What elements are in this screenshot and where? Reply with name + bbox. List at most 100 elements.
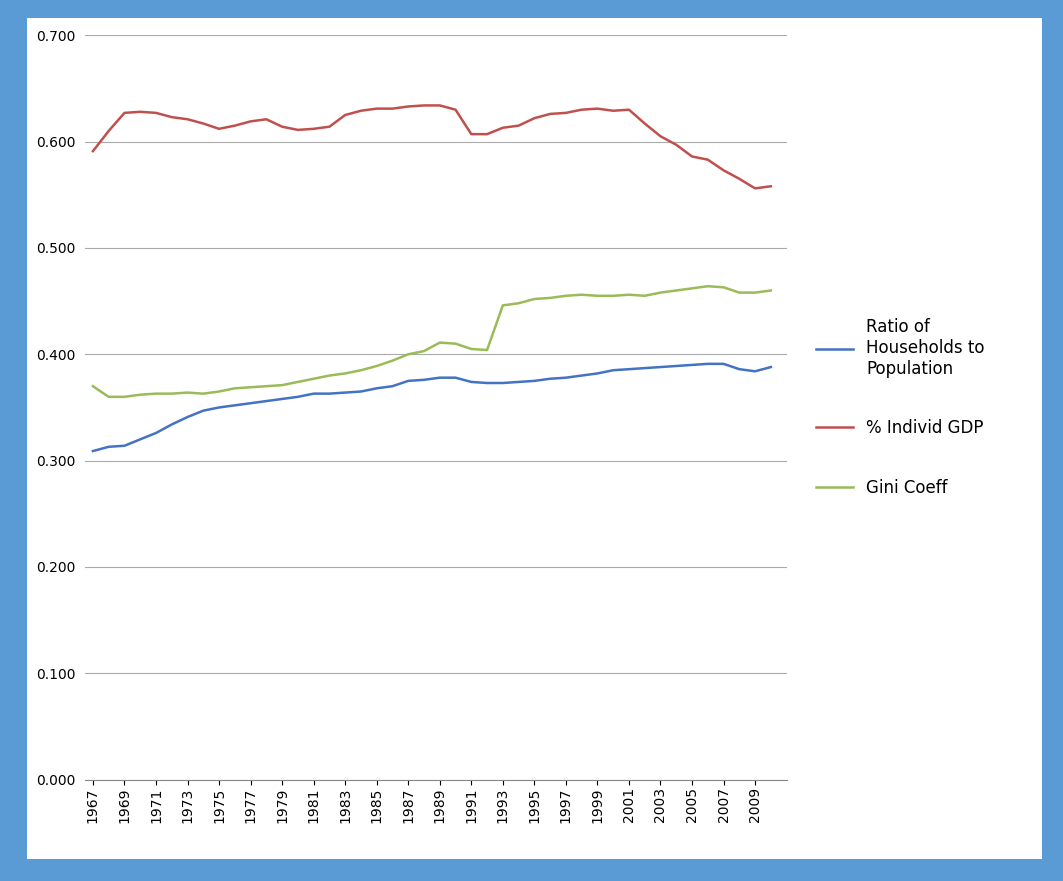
Gini Coeff (496, 300, 509, 311)
Gini Coeff (355, 365, 368, 375)
% Individ GDP (275, 122, 288, 132)
% Individ GDP (244, 116, 257, 127)
% Individ GDP (291, 124, 304, 135)
Gini Coeff (639, 291, 652, 301)
Gini Coeff (197, 389, 209, 399)
% Individ GDP (718, 165, 730, 175)
Gini Coeff (166, 389, 179, 399)
% Individ GDP (575, 105, 588, 115)
Gini Coeff (575, 290, 588, 300)
Gini Coeff (307, 374, 320, 384)
% Individ GDP (118, 107, 131, 118)
Gini Coeff (213, 386, 225, 396)
Gini Coeff (134, 389, 147, 400)
Ratio of
Households to
Population (496, 378, 509, 389)
Ratio of
Households to
Population (544, 374, 557, 384)
Ratio of
Households to
Population (748, 366, 761, 376)
Ratio of
Households to
Population (528, 375, 541, 386)
% Individ GDP (134, 107, 147, 117)
Gini Coeff (229, 383, 241, 394)
Ratio of
Households to
Population (339, 388, 352, 398)
Gini Coeff (654, 287, 667, 298)
Gini Coeff (418, 346, 431, 357)
Ratio of
Households to
Population (639, 363, 652, 374)
% Individ GDP (307, 123, 320, 134)
Ratio of
Households to
Population (386, 381, 399, 391)
Gini Coeff (686, 283, 698, 293)
% Individ GDP (764, 181, 777, 191)
% Individ GDP (733, 174, 746, 184)
% Individ GDP (702, 154, 714, 165)
Gini Coeff (181, 388, 193, 398)
% Individ GDP (748, 183, 761, 194)
Ratio of
Households to
Population (733, 364, 746, 374)
% Individ GDP (434, 100, 446, 111)
% Individ GDP (260, 114, 273, 124)
Line: % Individ GDP: % Individ GDP (92, 106, 771, 189)
Ratio of
Households to
Population (607, 365, 620, 375)
% Individ GDP (559, 107, 572, 118)
Gini Coeff (670, 285, 682, 296)
Gini Coeff (465, 344, 477, 354)
Ratio of
Households to
Population (291, 391, 304, 402)
Gini Coeff (86, 381, 99, 391)
Gini Coeff (512, 298, 525, 308)
Gini Coeff (702, 281, 714, 292)
Ratio of
Households to
Population (559, 373, 572, 383)
Gini Coeff (591, 291, 604, 301)
Ratio of
Households to
Population (134, 434, 147, 445)
Ratio of
Households to
Population (275, 394, 288, 404)
% Individ GDP (166, 112, 179, 122)
Gini Coeff (118, 391, 131, 402)
% Individ GDP (480, 129, 493, 139)
Gini Coeff (291, 377, 304, 388)
Ratio of
Households to
Population (702, 359, 714, 369)
% Individ GDP (607, 106, 620, 116)
% Individ GDP (418, 100, 431, 111)
% Individ GDP (197, 118, 209, 129)
Gini Coeff (450, 338, 462, 349)
Ratio of
Households to
Population (623, 364, 636, 374)
Ratio of
Households to
Population (434, 373, 446, 383)
Ratio of
Households to
Population (244, 398, 257, 409)
Ratio of
Households to
Population (591, 368, 604, 379)
% Individ GDP (229, 121, 241, 131)
Ratio of
Households to
Population (102, 441, 115, 452)
Ratio of
Households to
Population (118, 440, 131, 451)
Ratio of
Households to
Population (86, 446, 99, 456)
% Individ GDP (654, 131, 667, 142)
% Individ GDP (150, 107, 163, 118)
Gini Coeff (718, 282, 730, 292)
% Individ GDP (496, 122, 509, 133)
Ratio of
Households to
Population (465, 377, 477, 388)
Ratio of
Households to
Population (166, 419, 179, 430)
% Individ GDP (102, 126, 115, 137)
Ratio of
Households to
Population (260, 396, 273, 406)
Gini Coeff (323, 370, 336, 381)
Gini Coeff (528, 293, 541, 304)
% Individ GDP (686, 152, 698, 162)
% Individ GDP (670, 139, 682, 150)
Gini Coeff (480, 344, 493, 355)
% Individ GDP (465, 129, 477, 139)
Ratio of
Households to
Population (181, 411, 193, 422)
Gini Coeff (386, 355, 399, 366)
% Individ GDP (181, 114, 193, 124)
% Individ GDP (355, 106, 368, 116)
Gini Coeff (607, 291, 620, 301)
Line: Gini Coeff: Gini Coeff (92, 286, 771, 396)
Gini Coeff (244, 382, 257, 393)
Ratio of
Households to
Population (355, 386, 368, 396)
% Individ GDP (512, 121, 525, 131)
Gini Coeff (275, 380, 288, 390)
Gini Coeff (370, 360, 383, 371)
% Individ GDP (450, 105, 462, 115)
Ratio of
Households to
Population (323, 389, 336, 399)
Ratio of
Households to
Population (654, 362, 667, 373)
Ratio of
Households to
Population (718, 359, 730, 369)
Gini Coeff (559, 291, 572, 301)
Gini Coeff (339, 368, 352, 379)
Ratio of
Households to
Population (229, 400, 241, 411)
% Individ GDP (323, 122, 336, 132)
% Individ GDP (639, 118, 652, 129)
